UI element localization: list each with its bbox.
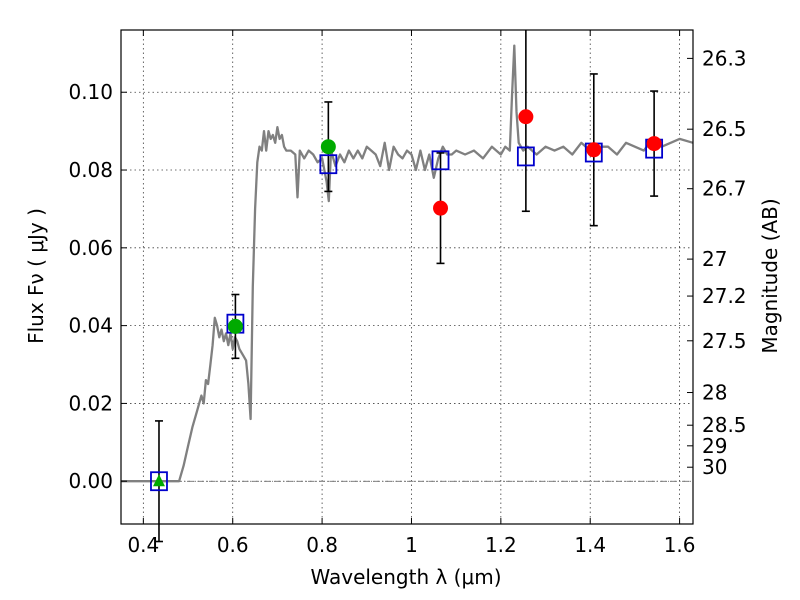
- error-bars: [154, 30, 659, 543]
- y-tick-label: 0.06: [68, 236, 113, 260]
- observed-upper-limit-triangle: [152, 474, 165, 487]
- right-tick-label: 27.5: [702, 329, 747, 353]
- x-tick-label: 1.4: [574, 533, 606, 557]
- right-tick-label: 27.2: [702, 284, 747, 308]
- x-axis-ticks: 0.4 0.6 0.8 1 1.2 1.4 1.6: [127, 30, 696, 557]
- right-tick-label: 26.5: [702, 117, 747, 141]
- observed-point: [320, 139, 336, 155]
- right-tick-label: 26.7: [702, 177, 747, 201]
- y-tick-label: 0.10: [68, 80, 113, 104]
- x-tick-label: 0.6: [217, 533, 249, 557]
- right-tick-label: 26.3: [702, 46, 747, 70]
- x-tick-label: 1.2: [485, 533, 517, 557]
- model-band-box: [319, 154, 338, 175]
- sed-model-curve: [121, 44, 694, 483]
- x-tick-label: 1: [405, 533, 418, 557]
- y-tick-label: 0.00: [68, 469, 113, 493]
- observed-point: [586, 142, 602, 158]
- observed-point: [646, 136, 662, 152]
- model-band-box: [516, 146, 535, 167]
- right-tick-label: 27: [702, 247, 727, 271]
- observed-point: [518, 109, 534, 125]
- observed-point: [227, 318, 243, 334]
- right-tick-label: 30: [702, 455, 727, 479]
- grid-lines: [121, 30, 693, 524]
- model-band-boxes: [150, 138, 664, 492]
- model-band-box: [150, 471, 168, 492]
- x-axis-label: Wavelength λ (μm): [310, 565, 501, 589]
- right-tick-label: 29: [702, 434, 727, 458]
- y-tick-label: 0.04: [68, 314, 113, 338]
- observed-points: [152, 109, 662, 487]
- observed-point: [433, 200, 449, 216]
- sed-model-line: [121, 44, 694, 483]
- right-axis-label: Magnitude (AB): [758, 198, 782, 353]
- right-tick-label: 28: [702, 381, 727, 405]
- y-tick-label: 0.02: [68, 391, 113, 415]
- y-axis-label: Flux Fν ( μJy ): [24, 208, 48, 344]
- x-tick-label: 1.6: [664, 533, 696, 557]
- plot-frame: [120, 29, 694, 525]
- x-tick-label: 0.4: [127, 533, 159, 557]
- model-band-box: [431, 150, 450, 171]
- y-axis-ticks: 0.00 0.02 0.04 0.06 0.08 0.10: [68, 80, 127, 493]
- right-tick-label: 28.5: [702, 413, 747, 437]
- x-tick-label: 0.8: [306, 533, 338, 557]
- y-tick-label: 0.08: [68, 158, 113, 182]
